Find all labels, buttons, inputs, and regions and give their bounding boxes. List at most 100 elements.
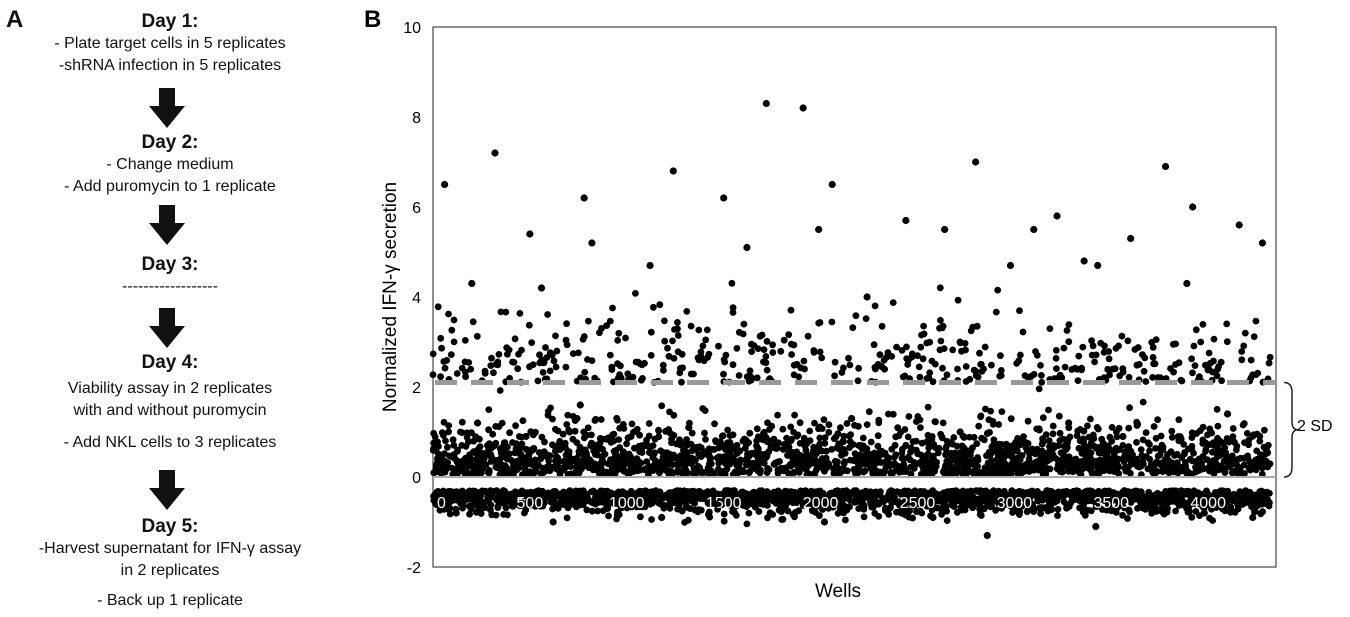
data-point: [468, 279, 476, 288]
data-point: [504, 443, 511, 451]
data-point: [458, 418, 466, 426]
data-point: [564, 411, 572, 419]
data-point: [919, 355, 927, 363]
data-point: [1083, 491, 1090, 499]
data-point: [970, 366, 978, 374]
data-point: [496, 387, 504, 394]
data-point: [701, 429, 708, 437]
data-point: [746, 429, 754, 437]
data-point: [716, 438, 724, 445]
data-point: [874, 442, 882, 450]
data-point: [1194, 489, 1202, 497]
data-point: [790, 428, 797, 436]
data-point: [543, 354, 551, 361]
data-point: [800, 357, 808, 365]
data-point: [1154, 416, 1161, 424]
data-point: [697, 444, 705, 452]
data-point: [454, 494, 461, 502]
data-point: [973, 440, 981, 447]
data-point: [1178, 463, 1186, 471]
data-point: [623, 440, 630, 448]
data-point: [987, 407, 994, 415]
data-point: [637, 501, 645, 509]
data-point: [871, 509, 879, 517]
data-point: [660, 366, 667, 374]
data-point: [512, 422, 519, 430]
data-point: [932, 462, 940, 470]
data-point: [1194, 463, 1202, 471]
data-point: [569, 435, 577, 443]
data-point: [996, 372, 1004, 380]
data-point: [1039, 496, 1046, 504]
workflow-panel: A Day 1: - Plate target cells in 5 repli…: [0, 0, 340, 617]
data-point: [678, 350, 686, 358]
data-point: [1210, 335, 1218, 343]
data-point: [605, 512, 612, 520]
data-point: [827, 489, 835, 497]
data-point: [636, 431, 643, 439]
data-point: [900, 455, 908, 463]
data-point: [683, 308, 691, 315]
data-point: [902, 216, 910, 225]
data-point: [783, 434, 790, 442]
data-point: [1106, 433, 1114, 441]
data-point: [1249, 513, 1257, 522]
data-point: [1018, 437, 1025, 445]
data-point: [796, 440, 804, 447]
data-point: [457, 499, 464, 507]
data-point: [658, 513, 666, 522]
data-point: [750, 488, 758, 496]
data-point: [1209, 517, 1216, 524]
y-tick-label: 10: [403, 20, 421, 37]
data-point: [648, 516, 655, 523]
plot-frame: [432, 26, 1277, 568]
data-point: [536, 351, 543, 359]
data-point: [441, 364, 449, 372]
step-line: with and without puromycin: [73, 402, 267, 419]
data-point: [492, 511, 500, 519]
data-point: [563, 514, 571, 522]
data-point: [462, 442, 470, 450]
data-point: [811, 419, 818, 427]
data-point: [881, 365, 888, 373]
data-point: [438, 344, 445, 352]
data-point: [1004, 464, 1011, 472]
data-point: [720, 510, 728, 518]
data-point: [646, 500, 654, 508]
data-point: [749, 459, 757, 467]
data-point: [1159, 463, 1167, 471]
data-point: [1251, 508, 1258, 516]
data-point: [770, 488, 778, 496]
data-point: [508, 502, 516, 510]
data-point: [526, 495, 533, 502]
data-point: [1146, 500, 1154, 508]
step-title: Day 2:: [141, 132, 199, 153]
step-title: Day 4:: [141, 352, 199, 373]
data-point: [1139, 351, 1146, 358]
data-point: [623, 501, 631, 508]
data-point: [431, 433, 439, 440]
data-point: [949, 346, 957, 354]
data-point: [571, 427, 579, 435]
data-point: [984, 459, 992, 467]
data-point: [748, 449, 756, 457]
data-point: [1063, 327, 1071, 334]
data-point: [614, 492, 622, 500]
data-point: [1125, 424, 1133, 432]
data-point: [1061, 363, 1069, 371]
data-point: [1118, 332, 1126, 340]
data-point: [712, 500, 720, 508]
data-point: [511, 335, 519, 343]
data-point: [624, 434, 632, 442]
data-point: [1044, 507, 1052, 515]
data-point: [924, 403, 932, 411]
data-point: [512, 440, 520, 447]
data-point: [706, 508, 713, 516]
data-point: [1081, 511, 1089, 519]
y-tick-label: 0: [412, 470, 421, 487]
data-point: [573, 415, 581, 422]
data-point: [954, 489, 962, 497]
data-point: [1073, 432, 1081, 440]
sd-brace: [1283, 381, 1299, 478]
data-point: [550, 494, 558, 501]
